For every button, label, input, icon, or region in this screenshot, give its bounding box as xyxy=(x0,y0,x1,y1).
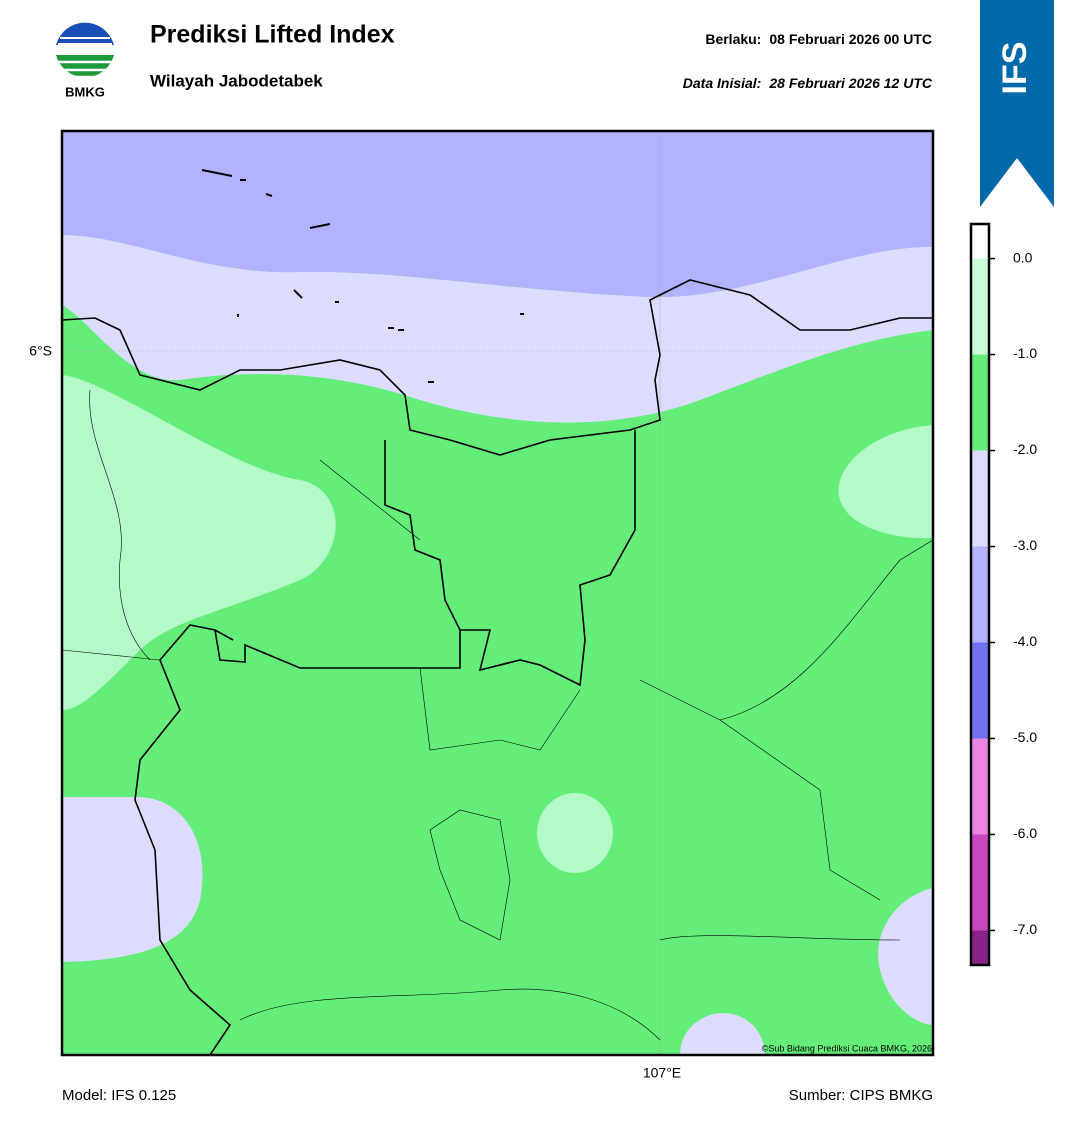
valid-label: Berlaku: xyxy=(705,31,761,47)
map: ©Sub Bidang Prediksi Cuaca BMKG, 2026 xyxy=(62,131,933,1055)
colorbar-tick-label: -5.0 xyxy=(1013,729,1037,745)
logo: BMKG xyxy=(56,22,114,99)
init-date: 28 Februari 2026 12 UTC xyxy=(768,75,933,91)
badge-text: IFS xyxy=(996,42,1034,95)
title: Prediksi Lifted Index xyxy=(150,21,395,49)
subtitle: Wilayah Jabodetabek xyxy=(150,71,323,90)
init-label: Data Inisial: xyxy=(683,75,762,91)
logo-text: BMKG xyxy=(65,84,105,99)
colorbar-tick-label: 0.0 xyxy=(1013,249,1033,265)
badge xyxy=(980,0,1054,207)
colorbar-segment xyxy=(971,224,989,259)
source-label: Sumber: CIPS BMKG xyxy=(789,1087,933,1104)
colorbar-tick-label: -4.0 xyxy=(1013,633,1037,649)
lat-label: 6°S xyxy=(29,343,52,359)
colorbar-tick-label: -2.0 xyxy=(1013,441,1037,457)
credit: ©Sub Bidang Prediksi Cuaca BMKG, 2026 xyxy=(762,1043,932,1053)
lon-label: 107°E xyxy=(643,1065,681,1081)
colorbar-frame xyxy=(969,222,991,967)
colorbar-segment xyxy=(971,738,989,835)
colorbar-segment xyxy=(971,642,989,739)
colorbar-segment xyxy=(971,834,989,931)
colorbar-segment xyxy=(971,450,989,547)
colorbar-tick-label: -7.0 xyxy=(1013,921,1037,937)
colorbar-segment xyxy=(971,354,989,451)
colorbar-tick-label: -1.0 xyxy=(1013,345,1037,361)
colorbar-segment xyxy=(971,258,989,355)
colorbar-segment xyxy=(971,930,989,965)
colorbar-tick-label: -3.0 xyxy=(1013,537,1037,553)
model-label: Model: IFS 0.125 xyxy=(62,1087,176,1104)
map-frame xyxy=(60,129,935,1057)
valid-info: Berlaku: 08 Februari 2026 00 UTC xyxy=(705,31,932,47)
colorbar: 0.0 -1.0 -2.0 -3.0 -4.0 -5.0 -6.0 -7.0 xyxy=(969,222,1037,967)
init-info: Data Inisial: 28 Februari 2026 12 UTC xyxy=(683,75,933,91)
colorbar-tick-label: -6.0 xyxy=(1013,825,1037,841)
colorbar-segment xyxy=(971,546,989,643)
valid-date: 08 Februari 2026 00 UTC xyxy=(769,31,932,47)
